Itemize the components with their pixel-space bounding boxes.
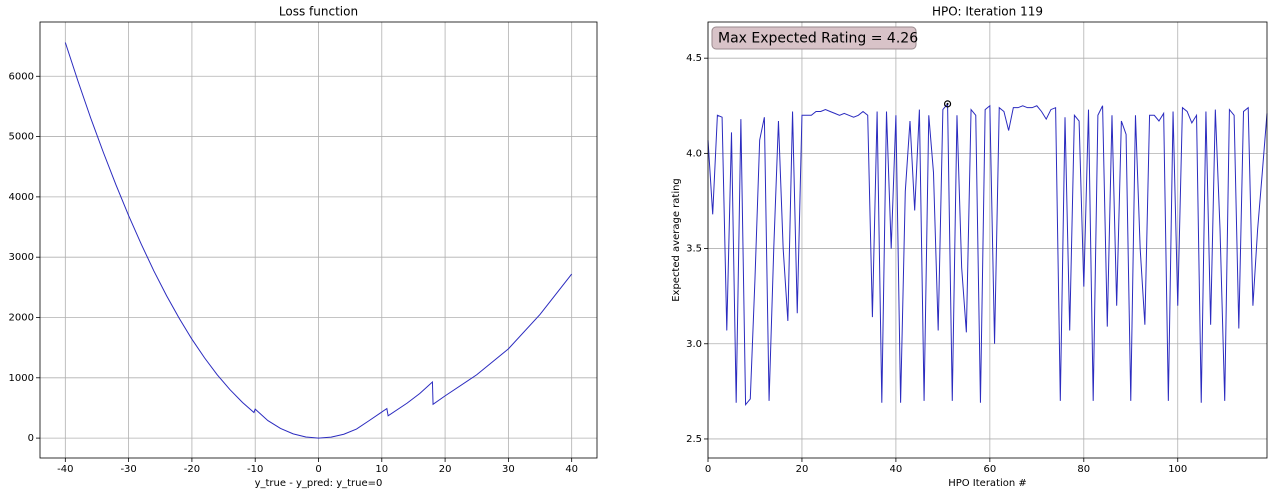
y-tick-label: 4.0 [686, 148, 702, 159]
x-tick-label: 30 [502, 464, 515, 475]
x-tick-label: -10 [247, 464, 263, 475]
y-tick-label: 3.0 [686, 339, 702, 350]
x-tick-label: 40 [565, 464, 578, 475]
annotation-box [711, 26, 917, 50]
y-tick-label: 4000 [9, 192, 34, 203]
x-axis-label: HPO Iteration # [948, 478, 1027, 489]
y-tick-label: 4.5 [686, 53, 702, 64]
chart-title: HPO: Iteration 119 [932, 5, 1043, 19]
line [707, 102, 1268, 407]
y-axis-label: Expected average rating [671, 178, 682, 302]
x-tick-label: 10 [375, 464, 388, 475]
chart-title: Loss function [279, 5, 358, 19]
x-tick-label: 0 [705, 464, 711, 475]
x-tick-label: 40 [890, 464, 903, 475]
x-tick-label: -30 [120, 464, 136, 475]
line [64, 42, 573, 439]
axes-frame [707, 21, 1268, 459]
x-tick-label: 20 [796, 464, 809, 475]
y-tick-label: 5000 [9, 132, 34, 143]
y-tick-label: 0 [28, 433, 34, 444]
x-tick-label: -20 [184, 464, 200, 475]
x-tick-label: 80 [1077, 464, 1090, 475]
y-tick-label: 2000 [9, 312, 34, 323]
y-tick-label: 6000 [9, 71, 34, 82]
x-tick-label: -40 [57, 464, 73, 475]
y-tick-label: 1000 [9, 373, 34, 384]
x-axis-label: y_true - y_pred: y_true=0 [255, 478, 383, 489]
x-tick-label: 0 [315, 464, 321, 475]
x-tick-label: 100 [1168, 464, 1187, 475]
max-marker [943, 100, 952, 108]
y-tick-label: 3000 [9, 252, 34, 263]
max-marker-dot [946, 102, 949, 105]
annotation: Max Expected Rating = 4.26 [718, 31, 918, 47]
x-tick-label: 20 [439, 464, 452, 475]
axes-frame [39, 21, 598, 459]
x-tick-label: 60 [983, 464, 996, 475]
y-tick-label: 2.5 [686, 434, 702, 445]
y-tick-label: 3.5 [686, 244, 702, 255]
